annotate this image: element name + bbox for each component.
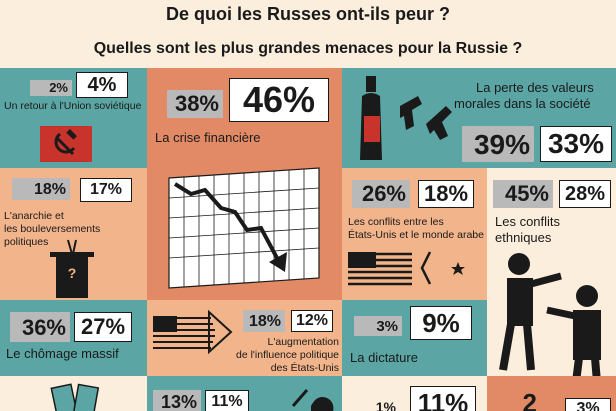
falling-chart-icon: [168, 167, 320, 289]
cell-bottom-1: [0, 376, 147, 411]
crise-new-pct: 46%: [229, 78, 329, 122]
anarchie-label-2: les bouleversements politiques: [4, 223, 101, 248]
urss-label: Un retour à l'Union soviétique: [4, 100, 142, 112]
conflits-usa-new-pct: 18%: [418, 180, 474, 208]
valeurs-label-1: La perte des valeurs: [476, 80, 594, 95]
cell-chomage: 36% 27% Le chômage massif: [0, 300, 147, 376]
bottom-a-new-pct: 11%: [205, 390, 249, 411]
cell-influence: 18% 12% L'augmentation de l'influence po…: [147, 300, 342, 376]
ethniques-old-pct: 45%: [493, 180, 553, 208]
cell-bottom-4: 2 3%: [487, 376, 616, 411]
bottom-c-new-pct: 3%: [565, 398, 611, 411]
urss-old-pct: 2%: [30, 80, 72, 96]
cell-dictature: 3% 9% La dictature: [342, 300, 487, 376]
conflits-usa-label-2: États-Unis et le monde arabe: [348, 229, 484, 241]
bottle-guns-icon: [360, 76, 452, 160]
flag-arrow-icon: [153, 309, 233, 355]
crise-old-pct: 38%: [167, 90, 223, 118]
chomage-label: Le chômage massif: [6, 346, 119, 361]
cell-valeurs: La perte des valeurs morales dans la soc…: [342, 68, 616, 168]
influence-label-3: des États-Unis: [270, 362, 339, 374]
valeurs-label-2: morales dans la société: [454, 96, 591, 111]
bottom-b-old-pct: 1%: [375, 399, 396, 411]
cell-urss: 2% 4% Un retour à l'Union soviétique: [0, 68, 147, 168]
anarchie-old-pct: 18%: [12, 178, 70, 200]
influence-label-1: L'augmentation: [267, 336, 339, 348]
hammer-sickle-icon: [40, 126, 92, 162]
chomage-new-pct: 27%: [74, 312, 132, 342]
money-icon: [50, 383, 100, 411]
conflits-usa-old-pct: 26%: [352, 180, 410, 208]
cell-conflits-ethniques: 45% 28% Les conflits ethniques: [487, 168, 616, 411]
ethniques-new-pct: 28%: [559, 180, 611, 208]
influence-old-pct: 18%: [243, 310, 285, 332]
influence-new-pct: 12%: [291, 310, 333, 332]
conflits-usa-label-1: Les conflits entre les: [348, 216, 444, 228]
cell-bottom-3: 1% 11%: [342, 376, 487, 411]
cell-anarchie: 18% 17% L'anarchie et les bouleversement…: [0, 168, 147, 300]
ethniques-label-2: ethniques: [495, 230, 552, 245]
podium-icon: ?: [50, 239, 94, 298]
influence-label-2: de l'influence politique: [236, 349, 339, 361]
anarchie-label-1: L'anarchie et: [4, 210, 64, 222]
ethniques-label-1: Les conflits: [495, 214, 561, 229]
cell-conflits-usa: 26% 18% Les conflits entre les États-Uni…: [342, 168, 487, 300]
anarchie-new-pct: 17%: [80, 178, 132, 202]
page-subtitle: Quelles sont les plus grandes menaces po…: [93, 40, 523, 57]
dictature-old-pct: 3%: [354, 316, 402, 336]
valeurs-old-pct: 39%: [462, 126, 534, 162]
cell-bottom-2: 13% 11%: [147, 376, 342, 411]
bottom-a-old-pct: 13%: [153, 390, 201, 411]
urss-new-pct: 4%: [76, 72, 128, 98]
bottom-b-new-pct: 11%: [410, 386, 476, 411]
flag-crescent-icon: [348, 251, 466, 286]
chomage-old-pct: 36%: [10, 312, 70, 342]
dictature-label: La dictature: [350, 350, 418, 365]
svg-text:?: ?: [68, 265, 77, 281]
tank-icon: [291, 389, 334, 411]
crise-label: La crise financière: [155, 130, 261, 145]
page-title: De quoi les Russes ont-ils peur ?: [165, 4, 451, 24]
cell-crise: 38% 46% La crise financière: [147, 68, 342, 300]
bottom-c-old-pct: 2: [522, 388, 537, 411]
valeurs-new-pct: 33%: [540, 126, 612, 162]
dictature-new-pct: 9%: [410, 306, 472, 340]
